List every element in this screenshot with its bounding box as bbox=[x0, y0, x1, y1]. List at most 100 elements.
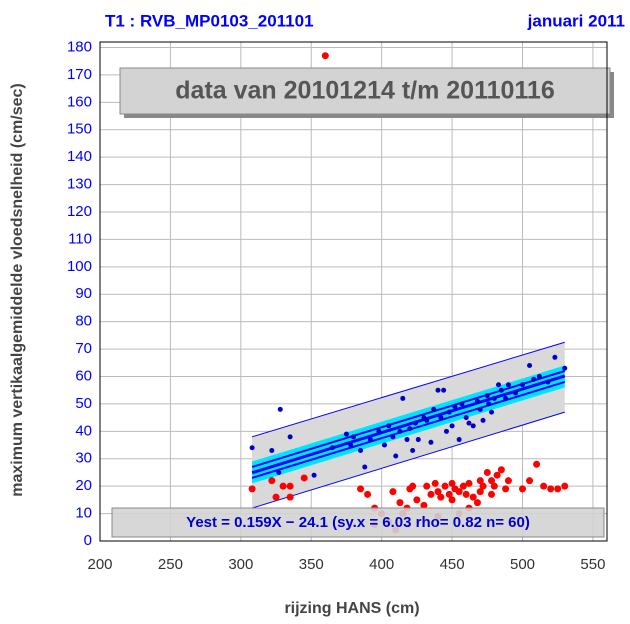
data-point bbox=[554, 485, 562, 493]
data-point bbox=[397, 428, 403, 434]
data-point bbox=[533, 460, 541, 468]
data-point bbox=[520, 382, 525, 388]
equation-box bbox=[111, 507, 605, 538]
data-point bbox=[396, 499, 404, 507]
y-tick-label: 170 bbox=[67, 66, 92, 83]
data-point bbox=[434, 488, 442, 496]
x-tick-label: 300 bbox=[228, 556, 253, 573]
y-tick-label: 110 bbox=[68, 230, 92, 247]
data-point bbox=[438, 415, 444, 421]
chart-subtitle: januari 2011 bbox=[527, 11, 625, 30]
data-point bbox=[435, 387, 441, 393]
data-point bbox=[420, 501, 428, 509]
data-point bbox=[477, 406, 483, 412]
data-point bbox=[480, 417, 486, 423]
data-point bbox=[455, 488, 463, 496]
data-point bbox=[473, 499, 481, 507]
data-point bbox=[409, 482, 417, 490]
x-tick-label: 350 bbox=[299, 556, 324, 573]
y-tick-label: 30 bbox=[75, 450, 92, 467]
data-point bbox=[357, 485, 365, 493]
data-point bbox=[547, 485, 555, 493]
data-point bbox=[427, 490, 435, 498]
data-point bbox=[452, 404, 458, 410]
data-point bbox=[476, 488, 484, 496]
data-point bbox=[562, 365, 568, 371]
data-point bbox=[463, 415, 469, 421]
data-point bbox=[493, 471, 501, 479]
y-axis-title: maximum vertikaalgemiddelde vloedsnelhei… bbox=[9, 83, 26, 497]
y-tick-label: 140 bbox=[67, 148, 92, 165]
data-point bbox=[389, 488, 397, 496]
data-point bbox=[431, 406, 437, 412]
data-point bbox=[413, 496, 421, 504]
data-point bbox=[311, 472, 317, 478]
data-point bbox=[286, 493, 294, 501]
data-point bbox=[268, 477, 276, 485]
data-point bbox=[465, 479, 473, 487]
data-point bbox=[412, 420, 418, 426]
data-point bbox=[279, 482, 287, 490]
y-tick-label: 90 bbox=[75, 285, 92, 302]
data-point bbox=[484, 393, 490, 399]
y-tick-label: 180 bbox=[67, 38, 92, 55]
data-point bbox=[329, 445, 335, 451]
data-point bbox=[527, 363, 533, 369]
y-tick-label: 150 bbox=[67, 121, 92, 138]
data-point bbox=[423, 482, 431, 490]
data-point bbox=[469, 493, 477, 501]
data-point bbox=[466, 420, 472, 426]
data-point bbox=[552, 354, 558, 360]
data-point bbox=[504, 477, 512, 485]
y-tick-label: 40 bbox=[75, 422, 92, 439]
y-tick-label: 160 bbox=[67, 93, 92, 110]
fit-line bbox=[251, 341, 565, 438]
data-point bbox=[249, 445, 255, 451]
data-point bbox=[519, 485, 526, 493]
data-point bbox=[526, 477, 534, 485]
y-tick-label: 10 bbox=[75, 505, 92, 522]
data-point bbox=[424, 417, 430, 423]
y-tick-label: 130 bbox=[67, 176, 92, 193]
data-point bbox=[498, 387, 504, 393]
fit-line bbox=[251, 374, 566, 475]
x-tick-label: 200 bbox=[87, 556, 112, 573]
y-tick-label: 80 bbox=[75, 313, 92, 330]
x-tick-label: 550 bbox=[580, 556, 605, 573]
data-point bbox=[488, 477, 496, 485]
data-point bbox=[441, 482, 449, 490]
data-point bbox=[497, 466, 505, 474]
data-point bbox=[410, 448, 416, 454]
data-point bbox=[445, 490, 453, 498]
chart-title: T1 : RVB_MP0103_201101 bbox=[105, 11, 314, 30]
data-point bbox=[561, 482, 569, 490]
data-point bbox=[404, 437, 410, 443]
y-tick-label: 50 bbox=[75, 395, 92, 412]
y-tick-label: 20 bbox=[75, 477, 92, 494]
data-point bbox=[286, 482, 294, 490]
data-point bbox=[272, 493, 280, 501]
data-point bbox=[415, 437, 421, 443]
data-point bbox=[386, 423, 392, 429]
data-point bbox=[512, 390, 518, 396]
data-point bbox=[390, 434, 396, 440]
data-point bbox=[276, 469, 282, 475]
y-tick-label: 120 bbox=[67, 203, 92, 220]
data-point bbox=[490, 482, 498, 490]
data-point bbox=[376, 428, 382, 434]
x-tick-label: 500 bbox=[510, 556, 535, 573]
annotation: data van 20101214 t/m 20110116 bbox=[175, 77, 554, 105]
data-point bbox=[462, 490, 470, 498]
data-point bbox=[449, 423, 455, 429]
data-point bbox=[362, 464, 368, 470]
y-tick-label: 60 bbox=[75, 367, 92, 384]
data-point bbox=[476, 477, 484, 485]
x-tick-label: 400 bbox=[369, 556, 394, 573]
plot-border bbox=[99, 41, 608, 542]
data-point bbox=[531, 376, 537, 382]
annotation-box bbox=[119, 67, 611, 115]
data-point bbox=[536, 373, 542, 379]
data-point bbox=[364, 490, 372, 498]
data-point bbox=[489, 409, 495, 415]
